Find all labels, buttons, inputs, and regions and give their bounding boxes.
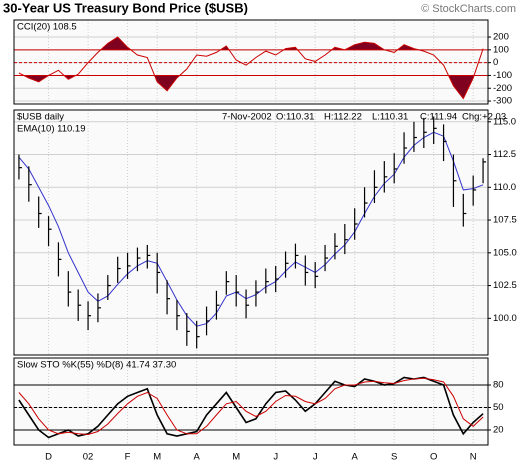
y-tick-label: -300 bbox=[493, 96, 512, 107]
x-tick-label: J bbox=[313, 452, 318, 463]
panel-frame bbox=[13, 357, 489, 446]
y-tick-label: 100.0 bbox=[493, 313, 517, 324]
panel-title: CCI(20) 108.5 bbox=[17, 22, 77, 33]
x-tick-label: 02 bbox=[83, 452, 94, 463]
x-tick-label: M bbox=[153, 452, 161, 463]
panel-frame bbox=[13, 19, 489, 105]
y-tick-label: 110.0 bbox=[493, 182, 516, 193]
credit: © StockCharts.com bbox=[421, 3, 516, 15]
y-tick-label: 50 bbox=[493, 402, 504, 413]
y-tick-label: -100 bbox=[493, 70, 512, 81]
header-change-label: Chg:+2.03 bbox=[462, 112, 506, 123]
y-tick-label: 112.5 bbox=[493, 149, 516, 160]
header-open-label: O:110.31 bbox=[276, 112, 314, 123]
x-tick-label: D bbox=[45, 452, 52, 463]
cci-line bbox=[18, 36, 484, 100]
x-tick-label: M bbox=[232, 452, 240, 463]
y-tick-label: 107.5 bbox=[493, 215, 517, 226]
stochastic-line bbox=[18, 376, 484, 439]
header-high-label: H:112.22 bbox=[324, 112, 362, 123]
y-tick-label: 102.5 bbox=[493, 280, 517, 291]
y-tick-label: -200 bbox=[493, 83, 512, 94]
x-tick-label: N bbox=[470, 452, 477, 463]
header-low-label: L:110.31 bbox=[372, 112, 408, 123]
header-date: 7-Nov-2002 bbox=[222, 112, 272, 123]
panel-frame bbox=[13, 109, 489, 356]
header-close-label: C:111.94 bbox=[420, 112, 457, 123]
y-tick-label: 0 bbox=[493, 57, 498, 68]
symbol-label: $USB daily bbox=[17, 112, 64, 123]
y-tick-label: 80 bbox=[493, 380, 504, 391]
cci-extreme-fill bbox=[23, 75, 475, 99]
y-tick-label: 20 bbox=[493, 425, 504, 436]
x-tick-label: A bbox=[194, 452, 201, 463]
x-tick-label: S bbox=[391, 452, 397, 463]
panel-background bbox=[14, 358, 488, 445]
x-tick-label: F bbox=[125, 452, 131, 463]
x-tick-label: O bbox=[430, 452, 437, 463]
ema-line bbox=[18, 131, 484, 327]
y-tick-label: 115.0 bbox=[493, 116, 516, 127]
panel-title: Slow STO %K(55) %D(8) 41.74 37.30 bbox=[17, 360, 176, 371]
y-tick-label: 100 bbox=[493, 44, 509, 55]
panel-background bbox=[14, 20, 488, 104]
legend-entry: EMA(10) 110.19 bbox=[17, 124, 85, 135]
x-tick-label: J bbox=[273, 452, 278, 463]
y-tick-label: 200 bbox=[493, 32, 509, 43]
stochastic-line bbox=[18, 377, 484, 436]
chart-title: 30-Year US Treasury Bond Price ($USB) bbox=[3, 0, 248, 15]
y-tick-label: 105.0 bbox=[493, 247, 517, 258]
x-tick-label: A bbox=[352, 452, 359, 463]
